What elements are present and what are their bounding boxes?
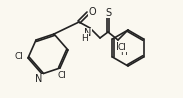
Text: H: H bbox=[82, 34, 88, 43]
Text: Cl: Cl bbox=[58, 72, 66, 80]
Text: H: H bbox=[121, 48, 127, 57]
Text: S: S bbox=[105, 8, 111, 18]
Text: N: N bbox=[116, 42, 124, 52]
Text: O: O bbox=[88, 7, 96, 17]
Text: Cl: Cl bbox=[118, 43, 127, 52]
Text: N: N bbox=[35, 74, 43, 84]
Text: Cl: Cl bbox=[15, 52, 23, 60]
Text: N: N bbox=[84, 28, 92, 38]
